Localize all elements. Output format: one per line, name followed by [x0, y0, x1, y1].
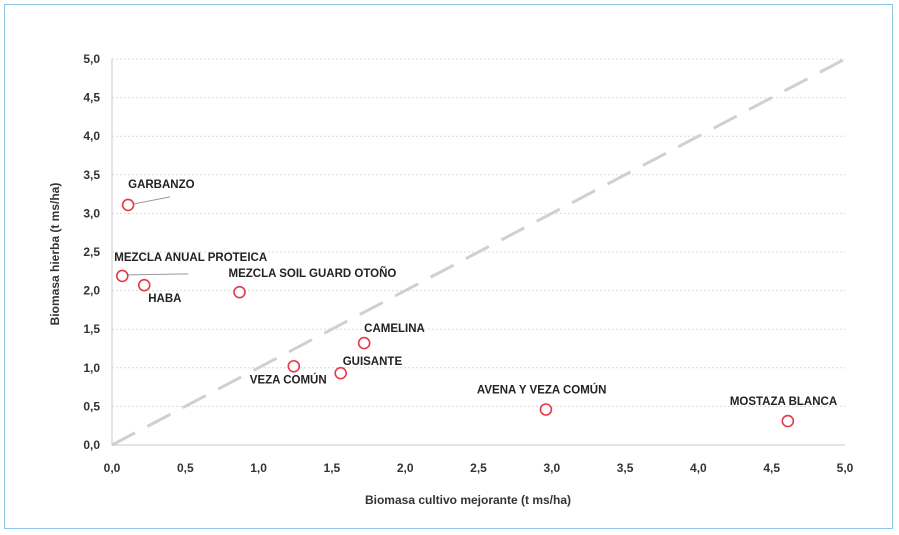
- label-leader-lines: [128, 196, 189, 276]
- reference-line: [111, 57, 846, 447]
- data-point: [233, 285, 246, 299]
- y-tick-label: 2,5: [83, 245, 100, 259]
- x-tick-label: 3,0: [543, 461, 560, 475]
- y-axis-title: Biomasa hierba (t ms/ha): [48, 183, 62, 326]
- y-tick-label: 0,5: [83, 399, 100, 413]
- y-tick-label: 1,0: [83, 361, 100, 375]
- point-labels: GARBANZO MEZCLA ANUAL PROTEICA HABA MEZCLA …: [114, 179, 837, 408]
- y-tick-label: 2,0: [83, 284, 100, 298]
- point-label: CAMELINA: [364, 323, 425, 335]
- x-tick-label: 2,5: [470, 461, 487, 475]
- x-tick-label: 0,5: [177, 461, 194, 475]
- x-tick-labels: 0,0 0,5 1,0 1,5 2,0 2,5 3,0 3,5 4,0 4,5 5,0: [104, 461, 854, 475]
- x-axis-title: Biomasa cultivo mejorante (t ms/ha): [365, 493, 571, 507]
- point-label: AVENA Y VEZA COMÚN: [477, 383, 607, 396]
- x-tick-label: 4,0: [690, 461, 707, 475]
- x-tick-label: 1,5: [324, 461, 341, 475]
- point-label: GARBANZO: [128, 179, 194, 191]
- reference-line-group: [111, 57, 846, 447]
- point-label: VEZA COMÚN: [250, 373, 327, 386]
- y-tick-label: 3,0: [83, 206, 100, 220]
- x-tick-label: 1,0: [250, 461, 267, 475]
- point-label: MOSTAZA BLANCA: [730, 396, 837, 408]
- grid-lines: [112, 58, 845, 407]
- point-label: HABA: [148, 293, 181, 305]
- point-label: GUISANTE: [343, 356, 403, 368]
- data-point: [539, 403, 553, 416]
- data-point: [137, 278, 151, 292]
- data-point: [781, 414, 795, 428]
- data-point: [357, 336, 371, 350]
- leader-line: [128, 273, 189, 276]
- x-tick-label: 5,0: [837, 461, 854, 475]
- y-tick-label: 3,5: [83, 168, 100, 182]
- data-point: [287, 359, 301, 373]
- chart-frame: 0,0 0,5 1,0 1,5 2,0 2,5 3,0 3,5 4,0 4,5 5,0 0,0 0,5…: [4, 4, 893, 529]
- data-point: [121, 198, 135, 212]
- data-point: [334, 366, 347, 380]
- point-label: MEZCLA SOIL GUARD OTOÑO: [229, 267, 397, 280]
- axes: [111, 59, 845, 446]
- scatter-chart: 0,0 0,5 1,0 1,5 2,0 2,5 3,0 3,5 4,0 4,5 5,0 0,0 0,5…: [48, 52, 854, 507]
- x-tick-label: 4,5: [763, 461, 780, 475]
- leader-line: [134, 196, 171, 205]
- point-label: MEZCLA ANUAL PROTEICA: [114, 252, 267, 264]
- y-tick-label: 4,0: [83, 129, 100, 143]
- data-points: [115, 198, 795, 428]
- data-point: [115, 269, 129, 283]
- y-tick-label: 5,0: [83, 52, 100, 66]
- x-tick-label: 3,5: [617, 461, 634, 475]
- y-tick-labels: 0,0 0,5 1,0 1,5 2,0 2,5 3,0 3,5 4,0 4,5 5,0: [83, 52, 100, 452]
- y-tick-label: 0,0: [83, 438, 100, 452]
- y-tick-label: 1,5: [83, 322, 100, 336]
- x-tick-label: 0,0: [104, 461, 121, 475]
- y-tick-label: 4,5: [83, 91, 100, 105]
- x-tick-label: 2,0: [397, 461, 414, 475]
